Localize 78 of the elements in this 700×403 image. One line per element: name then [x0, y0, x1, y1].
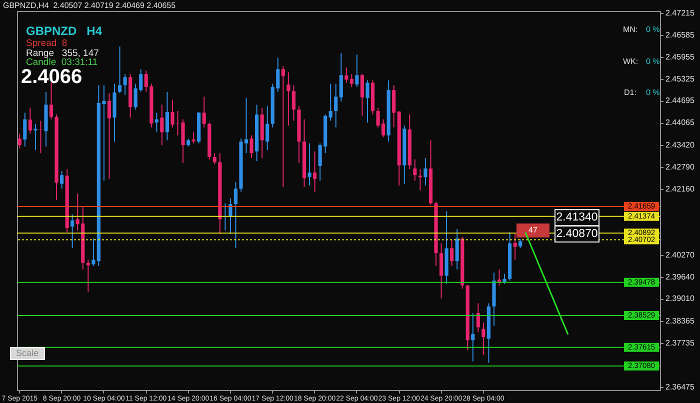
candlestick	[28, 107, 32, 134]
candlestick	[286, 72, 290, 126]
candlestick	[476, 302, 480, 333]
annotation: 0 %	[646, 25, 660, 34]
candlestick	[118, 46, 122, 94]
candlestick	[38, 120, 43, 154]
y-tick-label: 2.43420	[666, 140, 695, 150]
candlestick	[312, 150, 317, 192]
candlestick	[308, 142, 312, 186]
candlestick	[292, 84, 296, 122]
y-tick-label: 2.39640	[666, 272, 695, 282]
annotation: 2.40870	[556, 228, 598, 240]
candlestick	[86, 259, 90, 292]
annotation: D1:	[624, 88, 636, 97]
candlestick	[107, 92, 112, 180]
annotation: GBPNZD H4	[26, 24, 102, 38]
y-tick-label: 2.44065	[666, 118, 695, 128]
candlestick	[344, 66, 348, 84]
candlestick	[154, 112, 158, 133]
candlestick	[360, 74, 364, 116]
y-tick-label: 2.42790	[666, 162, 695, 172]
annotation: MN:	[623, 25, 638, 34]
annotation: 0 %	[646, 88, 660, 97]
y-tick-label: 2.37735	[666, 338, 695, 348]
y-tick-label: 2.45955	[666, 52, 695, 62]
chart-title: GBPNZD,H4 2.40507 2.40719 2.40469 2.40655	[3, 1, 176, 10]
annotation: Spread 8	[26, 38, 68, 49]
candlestick	[471, 312, 475, 362]
candlestick	[266, 106, 270, 150]
candlestick	[212, 152, 216, 165]
y-tick-label: 2.38365	[666, 316, 695, 326]
candlestick	[18, 133, 22, 149]
candlestick	[366, 80, 370, 123]
y-tick-label: 2.36475	[666, 382, 695, 392]
candlestick	[234, 182, 238, 249]
annotation: Candle 03:31:11	[26, 57, 98, 68]
candlestick	[339, 52, 343, 102]
candlestick	[281, 66, 285, 188]
candlestick	[502, 274, 506, 284]
annotation: 47	[528, 225, 538, 234]
candlestick	[513, 233, 517, 260]
candlestick	[70, 214, 74, 249]
candlestick	[60, 170, 64, 190]
candlestick	[192, 132, 196, 144]
y-tick-label: 2.46585	[666, 30, 695, 40]
candlestick	[413, 158, 417, 182]
candlestick	[250, 134, 254, 158]
y-tick-label: 2.45325	[666, 74, 695, 84]
y-tick-label: 2.39010	[666, 294, 695, 304]
candlestick	[328, 83, 332, 122]
candlestick	[455, 228, 459, 270]
candlestick	[123, 74, 127, 96]
candlestick	[450, 240, 454, 266]
candlestick	[392, 84, 396, 128]
annotation: 2.4066	[21, 66, 82, 88]
candlestick	[160, 104, 164, 146]
y-tick-label: 2.42160	[666, 184, 695, 194]
y-tick-label: 2.44695	[666, 96, 695, 106]
candlestick	[334, 83, 338, 128]
y-tick-label: 2.40270	[666, 250, 695, 260]
annotation: 2.41340	[556, 212, 598, 224]
y-tick-label: 2.47215	[666, 8, 695, 18]
candlestick	[92, 238, 96, 266]
candlestick	[355, 54, 359, 88]
candlestick	[165, 91, 170, 141]
candlestick	[424, 158, 428, 186]
candlestick	[482, 322, 486, 356]
annotation: 0 %	[646, 57, 660, 66]
annotation: Range 355, 147	[26, 48, 99, 59]
annotation: Scale	[10, 347, 45, 360]
candlestick	[202, 96, 206, 128]
candlestick	[49, 82, 54, 120]
candlestick	[23, 112, 27, 148]
candlestick	[34, 123, 38, 150]
candlestick	[228, 198, 232, 234]
annotation: WK:	[623, 57, 638, 66]
candlestick	[439, 242, 444, 299]
candlestick	[350, 74, 354, 88]
